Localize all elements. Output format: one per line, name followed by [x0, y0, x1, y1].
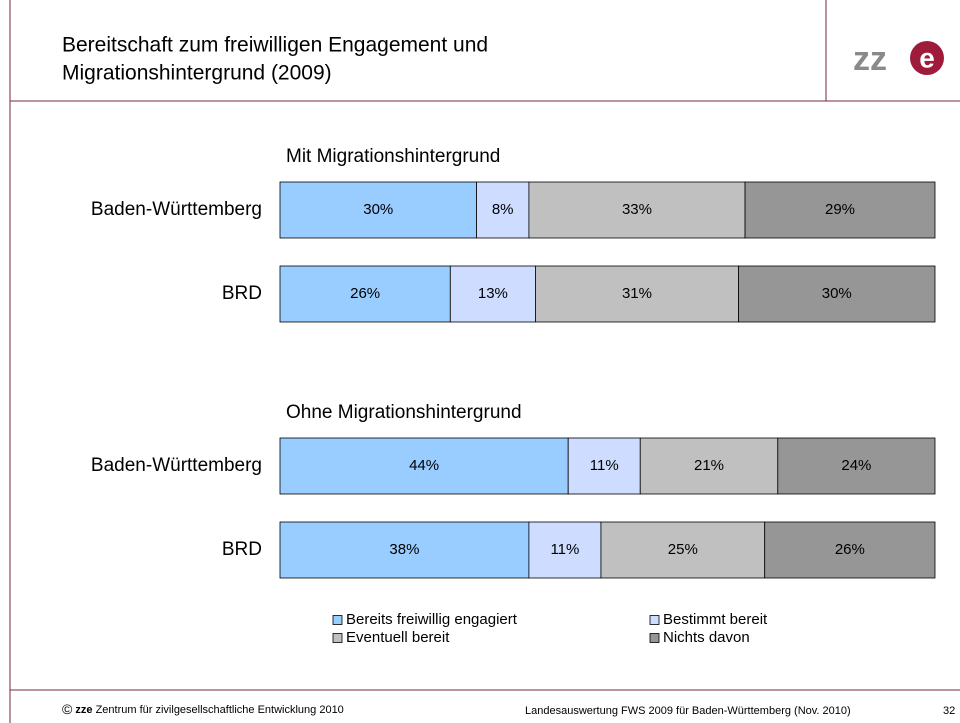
bar-segment: [744, 181, 936, 239]
logo-text: zz: [853, 40, 887, 78]
bar-segment: [528, 521, 602, 579]
value-label: 33%: [622, 201, 652, 218]
value-label: 38%: [389, 541, 419, 558]
title-line: Migrationshintergrund (2009): [62, 62, 332, 85]
value-label: 13%: [478, 285, 508, 302]
value-label: 31%: [622, 285, 652, 302]
bar-segment: [279, 437, 569, 495]
value-label: 29%: [825, 201, 855, 218]
value-label: 30%: [822, 285, 852, 302]
legend-swatch: [332, 615, 343, 625]
footer-middle: Landesauswertung FWS 2009 für Baden-Würt…: [525, 705, 851, 717]
category-label: Baden-Württemberg: [91, 199, 262, 220]
copyright: ©: [62, 701, 73, 717]
logo-letter: e: [919, 42, 935, 73]
value-label: 26%: [835, 541, 865, 558]
bar-segment: [764, 521, 936, 579]
title-line: Bereitschaft zum freiwilligen Engagement…: [62, 34, 488, 57]
legend-swatch: [332, 633, 343, 643]
legend-label: Bestimmt bereit: [663, 611, 768, 628]
bar-segment: [279, 521, 530, 579]
value-label: 11%: [550, 541, 579, 558]
category-label: BRD: [222, 539, 262, 560]
footer-left: © zze Zentrum für zivilgesellschaftliche…: [62, 701, 344, 717]
legend-label: Bereits freiwillig engagiert: [346, 611, 518, 628]
page-number: 32: [943, 705, 955, 717]
legend-label: Nichts davon: [663, 629, 750, 646]
footer-org: Zentrum für zivilgesellschaftliche Entwi…: [96, 704, 344, 716]
footer-brand: zze: [75, 704, 92, 716]
bar-segment: [279, 181, 477, 239]
group-title: Mit Migrationshintergrund: [286, 146, 500, 167]
value-label: 11%: [590, 457, 619, 474]
value-label: 21%: [694, 457, 724, 474]
legend-label: Eventuell bereit: [346, 629, 450, 646]
value-label: 30%: [363, 201, 393, 218]
value-label: 25%: [668, 541, 698, 558]
bar-segment: [528, 181, 746, 239]
value-label: 44%: [409, 457, 439, 474]
bar-segment: [567, 437, 641, 495]
bar-segment: [535, 265, 739, 323]
bar-segment: [279, 265, 451, 323]
legend-swatch: [649, 615, 660, 625]
legend-swatch: [649, 633, 660, 643]
category-label: BRD: [222, 283, 262, 304]
logo-circle: [910, 41, 944, 75]
value-label: 26%: [350, 285, 380, 302]
value-label: 24%: [841, 457, 871, 474]
group-title: Ohne Migrationshintergrund: [286, 402, 522, 423]
bar-segment: [738, 265, 936, 323]
category-label: Baden-Württemberg: [91, 455, 262, 476]
value-label: 8%: [492, 201, 514, 218]
bar-segment: [600, 521, 766, 579]
bar-segment: [449, 265, 536, 323]
bar-segment: [639, 437, 779, 495]
bar-segment: [777, 437, 936, 495]
